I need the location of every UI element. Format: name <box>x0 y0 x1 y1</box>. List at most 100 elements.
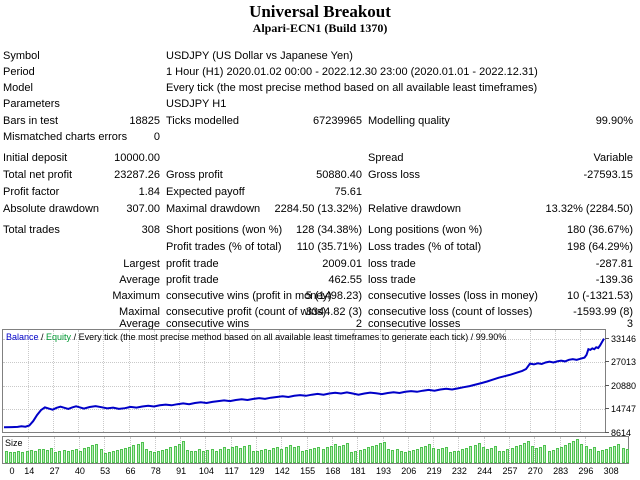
y-axis-tick-label: 27013 <box>611 357 637 368</box>
trade-size-bar <box>469 446 473 463</box>
horizontal-gridline <box>3 385 605 387</box>
vertical-gridline <box>205 437 207 463</box>
stat-label: Maximum <box>112 290 160 302</box>
equity-legend-label: Equity <box>46 332 72 342</box>
trade-size-bar <box>177 444 181 463</box>
trade-size-bar <box>337 446 341 463</box>
stat-value: 2 <box>355 318 362 330</box>
vertical-gridline <box>53 330 55 432</box>
trade-size-bar <box>305 450 308 463</box>
vertical-gridline <box>479 330 481 432</box>
trade-size-bar <box>42 449 45 463</box>
trade-size-bar <box>284 447 288 463</box>
trade-size-bar <box>222 447 226 463</box>
stat-value: 13.32% (2284.50) <box>545 203 633 215</box>
trade-size-bar <box>185 450 189 463</box>
trade-size-bar <box>317 447 321 463</box>
trade-size-bar <box>79 451 82 463</box>
trade-size-bar <box>506 449 510 463</box>
trade-size-bar <box>148 451 152 463</box>
trade-size-chart: Size <box>2 436 629 464</box>
trade-size-bar <box>342 445 345 463</box>
size-chart-title: Size <box>5 438 23 448</box>
trade-size-bar <box>5 451 8 463</box>
vertical-gridline <box>53 437 55 463</box>
trade-size-bar <box>572 441 576 463</box>
trade-size-bar <box>29 450 33 463</box>
trade-size-bar <box>527 441 530 463</box>
stat-label: Maximal <box>119 306 160 318</box>
y-axis-tick-label: 8614 <box>611 427 632 438</box>
trade-size-bar <box>37 449 41 463</box>
x-axis-tick-label: 308 <box>603 466 619 476</box>
trade-size-bar <box>535 448 539 463</box>
stat-label: Short positions (won %) <box>166 224 283 236</box>
x-axis-tick-label: 206 <box>401 466 417 476</box>
trade-size-bar <box>502 451 506 463</box>
x-axis-tick-label: 270 <box>527 466 543 476</box>
trade-size-bar <box>522 443 526 463</box>
stat-label: 1 Hour (H1) 2020.01.02 00:00 - 2022.12.3… <box>166 66 538 78</box>
trade-size-bar <box>111 451 115 463</box>
vertical-gridline <box>357 437 359 463</box>
trade-size-bar <box>374 445 378 463</box>
trade-size-bar <box>66 451 70 463</box>
stat-value: 307.00 <box>126 203 160 215</box>
trade-size-bar <box>518 445 522 463</box>
trade-size-bar <box>33 451 37 463</box>
stat-value: -1593.99 (8) <box>573 306 633 318</box>
vertical-gridline <box>329 330 331 432</box>
trade-size-bar <box>116 450 119 463</box>
trade-size-bar <box>564 445 567 463</box>
stat-label: Long positions (won %) <box>368 224 483 236</box>
trade-size-bar <box>605 449 609 463</box>
trade-size-bar <box>107 452 111 463</box>
trade-size-bar <box>25 451 29 463</box>
trade-size-bar <box>379 443 382 463</box>
stat-label: Average <box>119 318 160 330</box>
trade-size-bar <box>321 449 325 463</box>
trade-size-bar <box>17 451 21 463</box>
stat-value: 128 (34.38%) <box>295 224 362 236</box>
vertical-gridline <box>180 437 182 463</box>
stat-value: 10000.00 <box>114 152 160 164</box>
balance-line <box>3 338 605 429</box>
report-title: Universal Breakout <box>249 2 391 21</box>
trade-size-bar <box>346 443 350 463</box>
y-axis-tick-label: 33146 <box>611 334 637 345</box>
trade-size-bar <box>568 443 572 463</box>
trade-size-bar <box>329 446 333 463</box>
trade-size-bar <box>58 451 62 463</box>
trade-size-bar <box>485 449 489 463</box>
stat-label: Bars in test <box>3 115 59 127</box>
trade-size-bar <box>391 450 395 463</box>
y-axis-tick-mark <box>605 431 609 433</box>
x-axis-tick-label: 168 <box>325 466 341 476</box>
stat-label: Expected payoff <box>166 186 245 198</box>
stat-value: 0 <box>153 131 160 143</box>
stat-label: Total trades <box>3 224 60 236</box>
x-axis-tick-label: 219 <box>426 466 442 476</box>
trade-size-bar <box>370 446 374 463</box>
x-axis-tick-label: 232 <box>451 466 467 476</box>
trade-size-bar <box>87 447 91 463</box>
stat-label: loss trade <box>368 274 416 286</box>
stat-value: -27593.15 <box>583 169 633 181</box>
stat-value: 3 <box>626 318 633 330</box>
trade-size-bar <box>165 449 169 463</box>
trade-size-bar <box>214 451 218 463</box>
horizontal-gridline <box>3 409 605 411</box>
trade-size-bar <box>539 447 543 463</box>
trade-size-bar <box>99 449 103 463</box>
trade-size-bar <box>358 450 362 463</box>
vertical-gridline <box>28 330 30 432</box>
trade-size-bar <box>103 453 107 463</box>
stat-value: 18825 <box>129 115 160 127</box>
vertical-gridline <box>354 330 356 432</box>
trade-size-bar <box>255 451 259 463</box>
x-axis-tick-label: 283 <box>553 466 569 476</box>
vertical-gridline <box>304 330 306 432</box>
trade-size-bar <box>416 449 419 463</box>
vertical-gridline <box>104 437 106 463</box>
trade-size-bar <box>407 451 411 463</box>
